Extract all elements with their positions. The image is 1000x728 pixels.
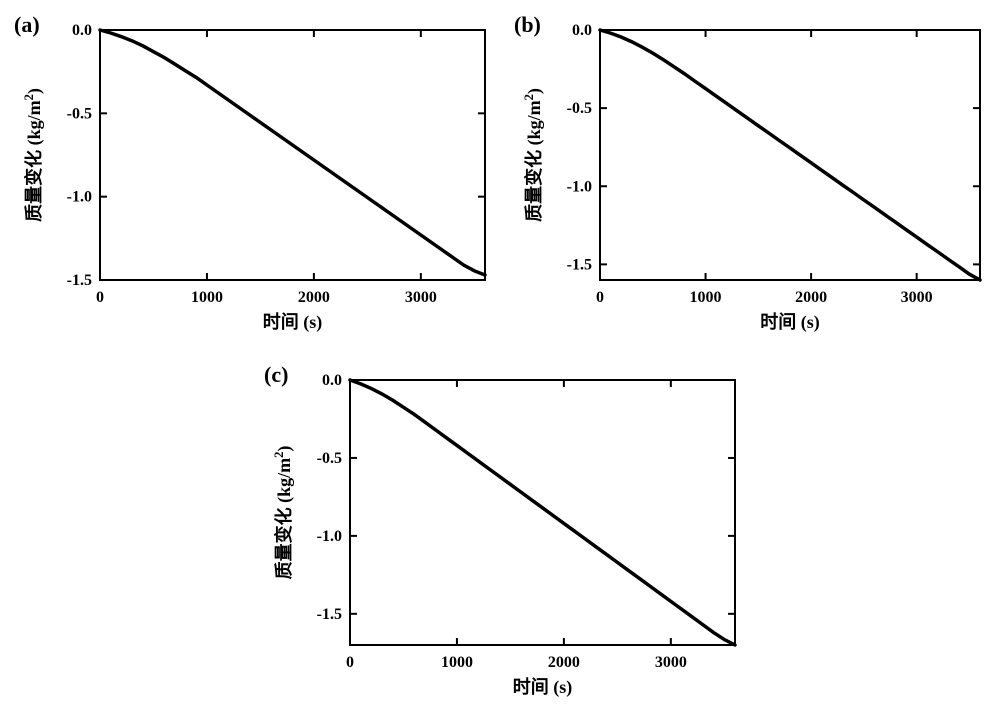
data-line — [600, 30, 980, 280]
panel-b: 0 1000 2000 3000 -1.5 -1.0 -0.5 0.0 时间 (s) 质量变化 (… — [510, 10, 995, 340]
xtick-label: 0 — [346, 654, 354, 671]
ytick-label: 0.0 — [72, 22, 92, 39]
chart-c: 0 1000 2000 3000 -1.5 -1.0 -0.5 0.0 时间 (s) 质量变化 (… — [260, 360, 750, 705]
xtick-label: 2000 — [795, 289, 827, 306]
panel-a: 0 1000 2000 3000 -1.5 -1.0 -0.5 0.0 时间 (s) 质量变化 (… — [10, 10, 500, 340]
xtick-label: 3000 — [405, 289, 437, 306]
ytick-label: -1.0 — [317, 528, 342, 545]
y-axis-label: 质量变化 (kg/m2) — [272, 446, 295, 580]
panel-c: 0 1000 2000 3000 -1.5 -1.0 -0.5 0.0 时间 (s) 质量变化 (… — [260, 360, 750, 705]
xtick-label: 1000 — [191, 289, 223, 306]
ytick-label: -1.5 — [567, 256, 592, 273]
ytick-label: -0.5 — [567, 100, 592, 117]
xtick-label: 1000 — [690, 289, 722, 306]
axis-box — [100, 30, 485, 280]
ytick-label: -1.0 — [567, 178, 592, 195]
xtick-label: 0 — [96, 289, 104, 306]
figure-container: { "figure": { "width_px": 1000, "height_… — [0, 0, 1000, 728]
chart-b: 0 1000 2000 3000 -1.5 -1.0 -0.5 0.0 时间 (s) 质量变化 (… — [510, 10, 995, 340]
data-line — [350, 380, 735, 645]
ytick-label: 0.0 — [322, 372, 342, 389]
ytick-label: -1.5 — [317, 606, 342, 623]
xtick-label: 1000 — [441, 654, 473, 671]
data-line — [100, 30, 485, 275]
ytick-label: -0.5 — [317, 450, 342, 467]
xtick-label: 0 — [596, 289, 604, 306]
ytick-label: -1.0 — [67, 189, 92, 206]
xtick-label: 3000 — [655, 654, 687, 671]
subplot-label-a: (a) — [14, 12, 40, 38]
subplot-label-b: (b) — [514, 12, 541, 38]
ytick-label: 0.0 — [572, 22, 592, 39]
x-axis-label: 时间 (s) — [760, 312, 820, 333]
chart-a: 0 1000 2000 3000 -1.5 -1.0 -0.5 0.0 时间 (s) 质量变化 (… — [10, 10, 500, 340]
y-axis-label: 质量变化 (kg/m2) — [522, 88, 545, 222]
subplot-label-c: (c) — [264, 362, 288, 388]
xtick-label: 2000 — [548, 654, 580, 671]
x-axis-label: 时间 (s) — [263, 312, 323, 333]
x-axis-label: 时间 (s) — [513, 677, 573, 698]
xtick-label: 3000 — [901, 289, 933, 306]
ytick-label: -0.5 — [67, 105, 92, 122]
xtick-label: 2000 — [298, 289, 330, 306]
ytick-label: -1.5 — [67, 272, 92, 289]
y-axis-label: 质量变化 (kg/m2) — [22, 88, 45, 222]
